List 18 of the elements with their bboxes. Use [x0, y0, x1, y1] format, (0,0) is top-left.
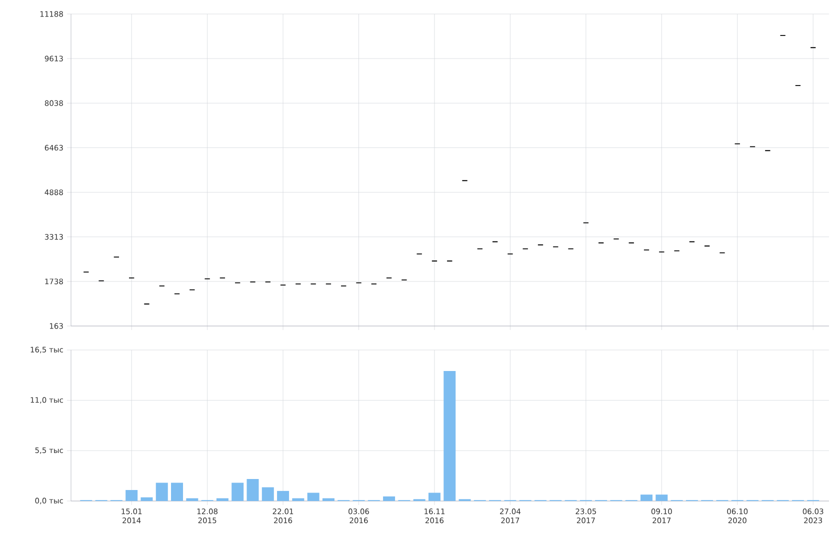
bar	[292, 498, 304, 501]
bar	[444, 371, 456, 501]
bar	[186, 498, 198, 501]
bar	[216, 498, 228, 501]
bar	[232, 482, 244, 501]
bar	[640, 494, 653, 501]
bar	[322, 498, 334, 501]
bar	[126, 490, 138, 501]
bar	[156, 482, 168, 501]
bar	[383, 496, 396, 501]
bar	[307, 492, 320, 501]
bar	[262, 487, 274, 501]
bar	[428, 492, 440, 501]
bar	[140, 497, 153, 501]
bar	[246, 479, 259, 501]
bar	[277, 490, 290, 501]
bar	[656, 494, 668, 501]
bar	[171, 482, 184, 501]
